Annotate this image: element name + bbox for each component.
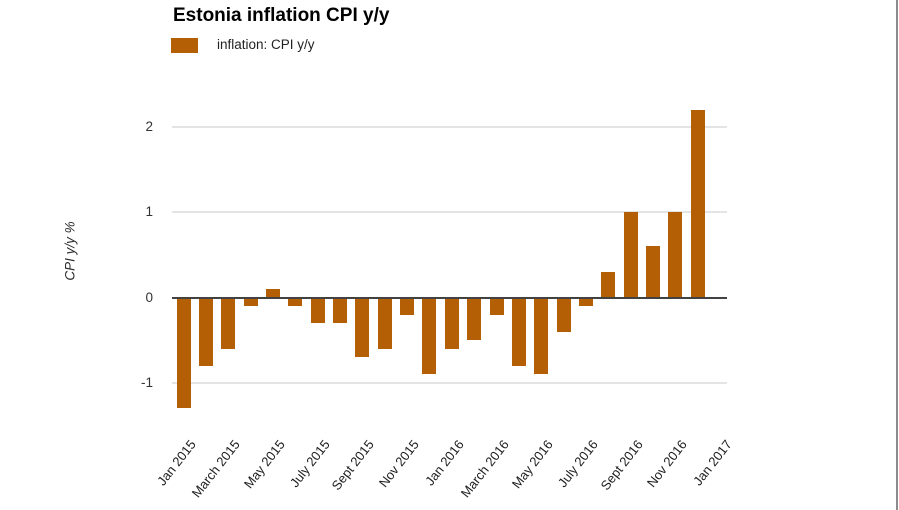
bar[interactable] [668,212,683,298]
bar[interactable] [333,297,348,324]
bar[interactable] [556,297,571,332]
y-axis-tick-label: -1 [140,374,153,390]
x-axis-tick-label: July 2015 [286,437,333,491]
bar[interactable] [198,297,213,366]
bar[interactable] [690,109,705,298]
bar[interactable] [176,297,191,409]
bar[interactable] [489,297,504,315]
bar[interactable] [422,297,437,375]
chart-title: Estonia inflation CPI y/y [173,5,390,26]
bar[interactable] [243,297,258,307]
bar[interactable] [355,297,370,358]
screen-right-border [896,0,898,510]
bar[interactable] [221,297,236,349]
bar[interactable] [601,271,616,298]
x-axis-tick-label: May 2016 [509,437,557,492]
y-axis-title: CPI y/y % [62,221,78,281]
bar[interactable] [265,288,280,298]
bar[interactable] [534,297,549,375]
bar[interactable] [310,297,325,324]
bar[interactable] [444,297,459,349]
x-axis-tick-label: Sept 2015 [328,437,378,493]
x-axis-tick-label: Sept 2016 [597,437,646,493]
bar[interactable] [623,212,638,298]
gridline [172,381,727,384]
gridline [172,125,727,128]
bar[interactable] [377,297,392,349]
x-axis-tick-label: Jan 2016 [421,437,467,489]
bar[interactable] [511,297,526,366]
x-axis-tick-label: Nov 2015 [375,437,422,491]
bar[interactable] [578,297,593,307]
x-axis-tick-label: May 2015 [240,437,288,492]
y-axis-tick-label: 0 [145,289,153,305]
zero-axis-line [172,296,727,299]
y-axis-tick-label: 2 [145,118,153,134]
x-axis-tick-label: Jan 2017 [690,437,735,489]
legend-swatch [171,38,198,53]
bar[interactable] [646,246,661,298]
bar[interactable] [400,297,415,315]
bar[interactable] [288,297,303,307]
gridline [172,211,727,214]
legend-label: inflation: CPI y/y [217,37,315,52]
bar[interactable] [467,297,482,341]
x-axis-tick-label: Nov 2016 [644,437,691,491]
x-axis-tick-label: Jan 2015 [153,437,199,489]
y-axis-tick-label: 1 [145,204,153,220]
x-axis-tick-label: July 2016 [554,437,601,491]
